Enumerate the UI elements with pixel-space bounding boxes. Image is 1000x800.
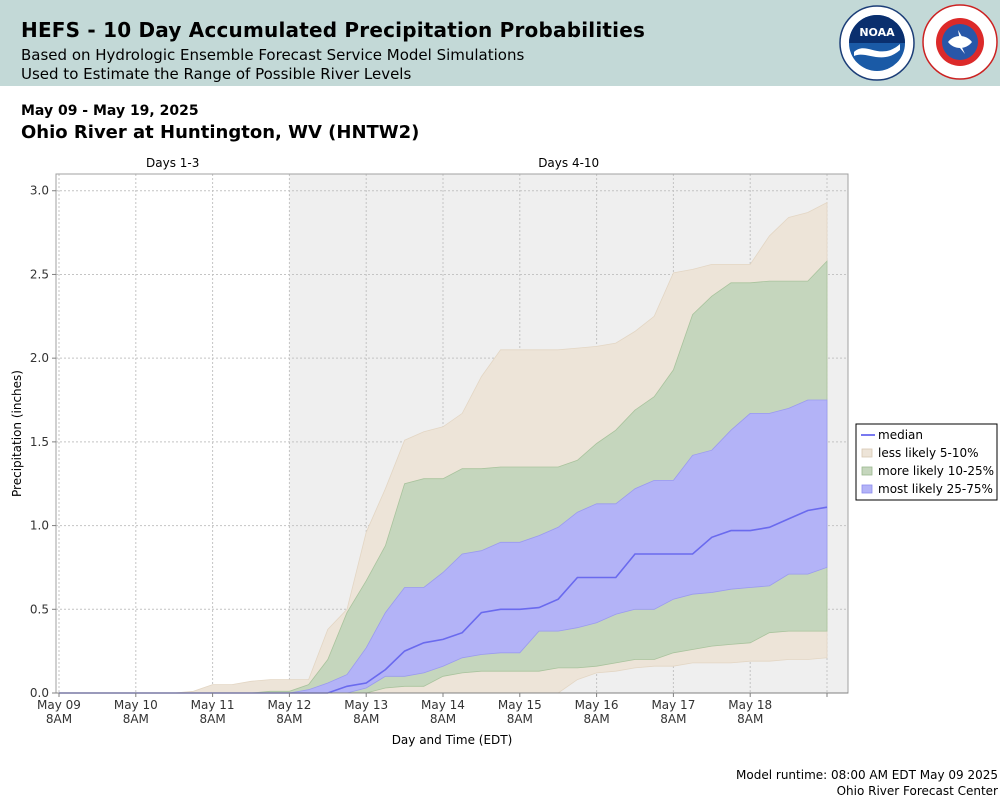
x-tick-time-label: 8AM (199, 712, 225, 726)
x-tick-time-label: 8AM (507, 712, 533, 726)
svg-text:NOAA: NOAA (859, 26, 895, 39)
y-tick-label: 2.0 (30, 351, 49, 365)
legend-label: most likely 25-75% (878, 482, 993, 496)
y-tick-label: 1.5 (30, 435, 49, 449)
legend-label: more likely 10-25% (878, 464, 994, 478)
x-tick-day-label: May 13 (344, 698, 388, 712)
probability-bands (59, 201, 828, 694)
x-axis-label: Day and Time (EDT) (392, 733, 513, 747)
y-tick-label: 0.0 (30, 686, 49, 700)
forecast-center: Ohio River Forecast Center (836, 784, 998, 798)
header-banner: HEFS - 10 Day Accumulated Precipitation … (0, 0, 1000, 86)
period-label: Days 4-10 (538, 156, 599, 170)
y-tick-label: 1.0 (30, 519, 49, 533)
legend-box (855, 423, 998, 501)
legend-swatch (861, 466, 873, 476)
x-tick-time-label: 8AM (583, 712, 609, 726)
page-title: HEFS - 10 Day Accumulated Precipitation … (21, 18, 646, 42)
x-tick-time-label: 8AM (737, 712, 763, 726)
model-runtime: Model runtime: 08:00 AM EDT May 09 2025 (736, 768, 998, 782)
x-tick-day-label: May 16 (575, 698, 619, 712)
x-tick-time-label: 8AM (430, 712, 456, 726)
legend-label: median (878, 428, 923, 442)
x-tick-day-label: May 18 (728, 698, 772, 712)
x-tick-time-label: 8AM (660, 712, 686, 726)
x-tick-day-label: May 12 (267, 698, 311, 712)
x-tick-day-label: May 17 (651, 698, 695, 712)
legend-swatch (861, 448, 873, 458)
page-subtitle-model: Based on Hydrologic Ensemble Forecast Se… (21, 46, 525, 64)
x-tick-day-label: May 10 (114, 698, 158, 712)
chart-axes: 0.0 0.5 1.0 1.5 2.0 2.5 3.0 Precipitation (inch… (10, 173, 849, 747)
x-tick-day-label: May 15 (498, 698, 542, 712)
x-tick-time-label: 8AM (276, 712, 302, 726)
station-name: Ohio River at Huntington, WV (HNTW2) (21, 122, 420, 143)
legend-label: less likely 5-10% (878, 446, 979, 460)
x-tick-day-label: May 14 (421, 698, 465, 712)
page-subtitle-purpose: Used to Estimate the Range of Possible R… (21, 65, 412, 83)
y-tick-label: 3.0 (30, 184, 49, 198)
legend-swatch (861, 484, 873, 494)
nws-logo (922, 4, 998, 80)
forecast-date-range: May 09 - May 19, 2025 (21, 103, 199, 119)
y-tick-label: 0.5 (30, 602, 49, 616)
period-label: Days 1-3 (146, 156, 199, 170)
chart-legend: median less likely 5-10% more likely 10-25… (855, 423, 998, 501)
y-tick-label: 2.5 (30, 267, 49, 281)
y-axis-label: Precipitation (inches) (10, 370, 24, 497)
noaa-logo: NOAA (839, 5, 915, 81)
x-tick-day-label: May 09 (37, 698, 81, 712)
x-tick-time-label: 8AM (123, 712, 149, 726)
x-tick-time-label: 8AM (46, 712, 72, 726)
x-tick-time-label: 8AM (353, 712, 379, 726)
x-tick-day-label: May 11 (191, 698, 235, 712)
